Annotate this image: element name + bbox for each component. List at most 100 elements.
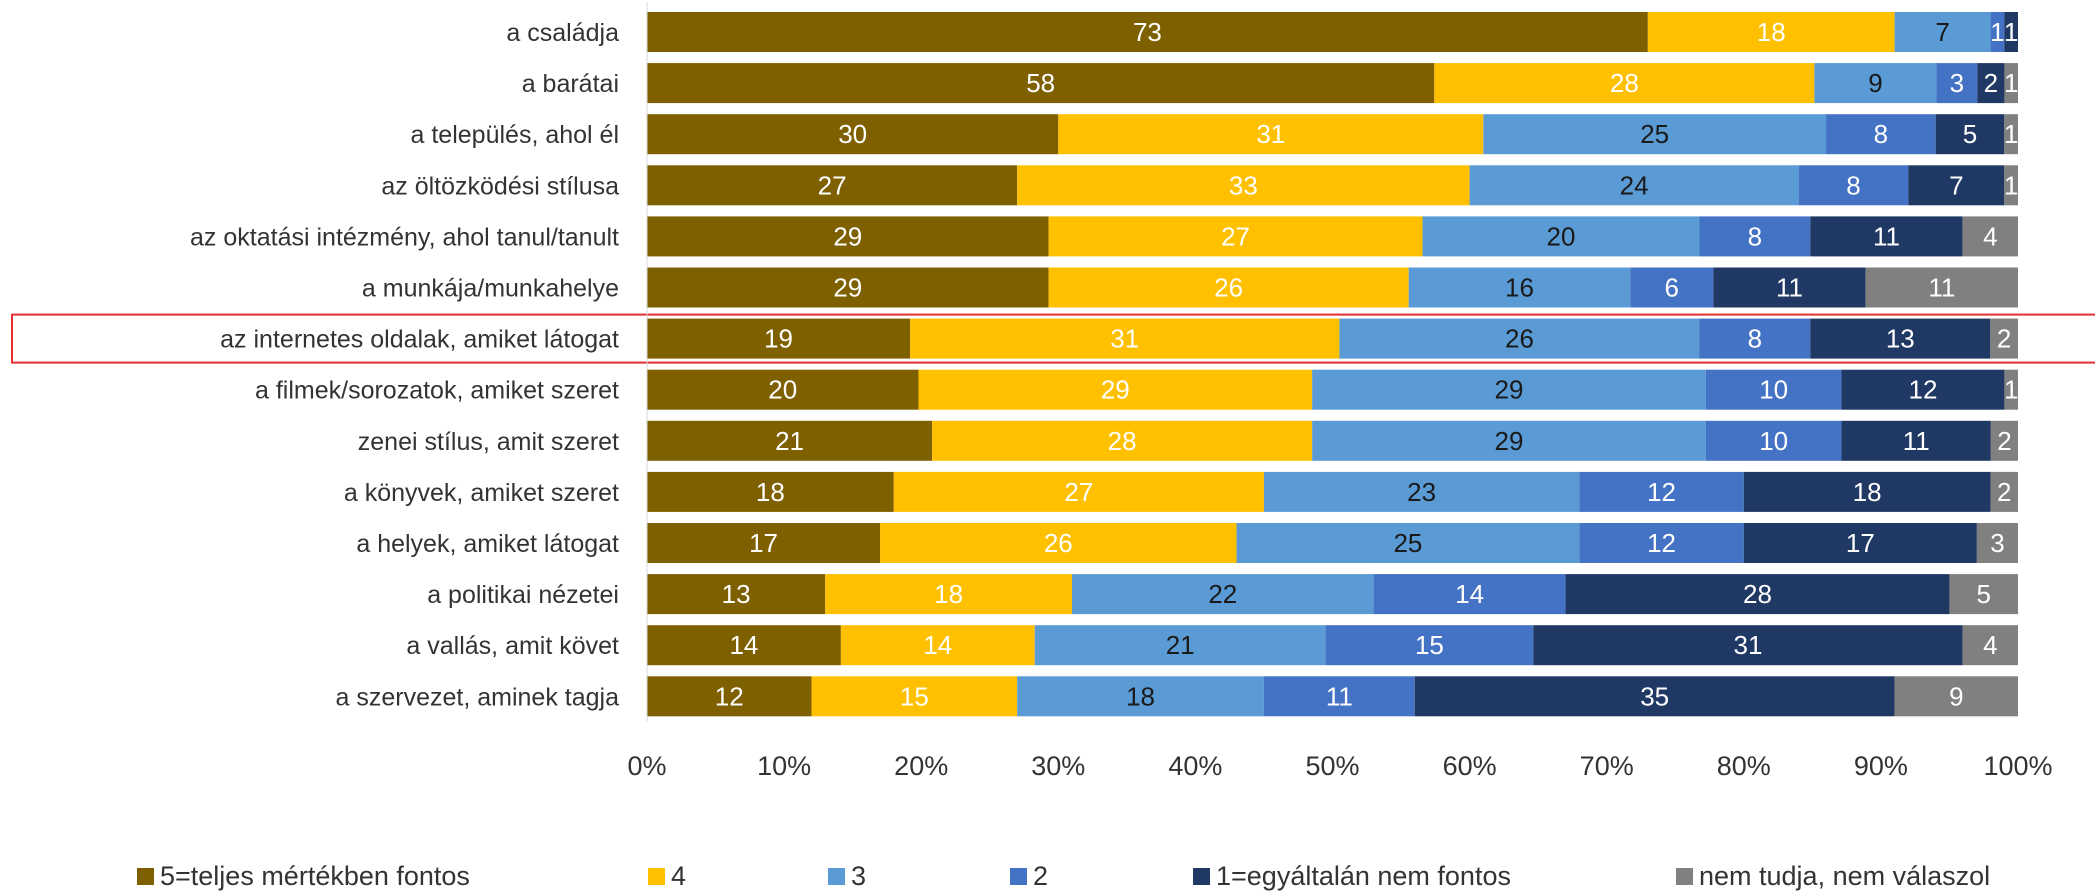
data-label-a-filmek-sorozatok-amiket-szeret-s1: 29 [1101,375,1130,405]
legend-swatch [137,867,154,885]
category-label-a-vallas-amit-kovet: a vallás, amit követ [406,632,619,660]
bar-segment-a-konyvek-amiket-szeret-s3 [1579,471,1744,512]
data-label-a-vallas-amit-kovet-s5: 4 [1983,630,1997,660]
data-label-az-oltozkodesi-stilusa-s3: 8 [1846,170,1860,200]
bar-segment-a-vallas-amit-kovet-s0 [647,625,841,666]
data-label-a-politikai-nezetei-s4: 28 [1743,579,1772,609]
legend-swatch [648,867,665,885]
bar-segment-a-vallas-amit-kovet-s2 [1034,625,1326,666]
bar-segment-a-konyvek-amiket-szeret-s4 [1743,471,1991,512]
bar-segment-a-baratai-s5 [2004,63,2018,104]
bar-segment-a-helyek-amiket-latogat-s1 [880,523,1237,563]
data-label-az-oktatasi-intezmeny-ahol-tanul-tanult-s0: 29 [833,221,862,251]
bar-segment-zenei-stilus-amit-szeret-s5 [1990,420,2018,461]
data-label-a-helyek-amiket-latogat-s3: 12 [1647,528,1676,558]
data-label-a-munkaja-munkahelye-s0: 29 [833,273,862,303]
bar-segment-a-helyek-amiket-latogat-s5 [1976,523,2018,563]
data-label-a-telepules-ahol-el-s4: 5 [1963,119,1977,149]
bar-segment-a-filmek-sorozatok-amiket-szeret-s5 [2004,369,2018,410]
category-label-a-filmek-sorozatok-amiket-szeret: a filmek/sorozatok, amiket szeret [255,377,619,405]
bar-segment-a-csaladja-s1 [1647,12,1895,52]
data-label-a-csaladja-s2: 7 [1935,17,1949,47]
bar-segment-a-baratai-s4 [1977,63,2005,104]
category-label-a-helyek-amiket-latogat: a helyek, amiket látogat [356,530,619,558]
data-label-az-oltozkodesi-stilusa-s5: 1 [2004,170,2018,200]
bar-segment-a-helyek-amiket-latogat-s2 [1236,523,1580,563]
data-label-az-oktatasi-intezmeny-ahol-tanul-tanult-s1: 27 [1221,221,1250,251]
data-label-a-munkaja-munkahelye-s2: 16 [1505,273,1534,303]
stacked-bar-chart: 73 18 7 1 158 28 9 3 2 130 31 25 8 5 127 33 24 8 7 129 27 20 8… [11,2,2095,781]
bar-segment-az-oltozkodesi-stilusa-s2 [1469,165,1799,206]
legend-label: nem tudja, nem válaszol [1699,860,1991,891]
bar-segment-az-oktatasi-intezmeny-ahol-tanul-tanult-s0 [647,216,1049,257]
category-label-a-politikai-nezetei: a politikai nézetei [427,581,619,609]
bar-segment-a-konyvek-amiket-szeret-s0 [647,471,894,512]
data-label-a-filmek-sorozatok-amiket-szeret-s4: 12 [1909,375,1938,405]
category-label-az-oltozkodesi-stilusa: az öltözködési stílusa [381,172,619,200]
data-label-a-csaladja-s3: 1 [1990,17,2004,47]
bar-segment-a-telepules-ahol-el-s2 [1483,114,1827,155]
data-label-a-vallas-amit-kovet-s1: 14 [923,630,952,660]
bar-segment-a-telepules-ahol-el-s0 [647,114,1059,155]
bar-segment-a-szervezet-aminek-tagja-s1 [811,676,1018,717]
data-label-zenei-stilus-amit-szeret-s3: 10 [1759,426,1788,456]
data-label-a-helyek-amiket-latogat-s5: 3 [1990,528,2004,558]
x-tick-label: 50% [1305,751,1359,781]
data-label-a-munkaja-munkahelye-s4: 11 [1776,273,1803,303]
bar-segment-a-baratai-s2 [1814,63,1937,104]
data-label-a-munkaja-munkahelye-s3: 6 [1665,273,1679,303]
bar-segment-az-oktatasi-intezmeny-ahol-tanul-tanult-s1 [1048,216,1423,257]
data-label-a-konyvek-amiket-szeret-s1: 27 [1064,477,1093,507]
data-label-a-szervezet-aminek-tagja-s1: 15 [900,681,929,711]
x-tick-label: 90% [1854,751,1908,781]
data-label-az-internetes-oldalak-amiket-latogat-s5: 2 [1997,324,2011,354]
bar-segment-a-filmek-sorozatok-amiket-szeret-s4 [1841,369,2005,410]
data-label-zenei-stilus-amit-szeret-s1: 28 [1108,426,1137,456]
data-label-a-munkaja-munkahelye-s1: 26 [1214,273,1243,303]
bar-segment-a-vallas-amit-kovet-s4 [1533,625,1963,666]
data-label-a-filmek-sorozatok-amiket-szeret-s3: 10 [1759,375,1788,405]
data-label-a-telepules-ahol-el-s1: 31 [1256,119,1285,149]
category-label-a-csaladja: a családja [506,19,619,47]
bar-segment-a-csaladja-s4 [2004,12,2018,52]
bar-segment-a-munkaja-munkahelye-s2 [1408,267,1631,308]
bar-segment-a-vallas-amit-kovet-s1 [840,625,1035,666]
bar-segment-az-oltozkodesi-stilusa-s0 [647,165,1018,206]
bar-segment-az-internetes-oldalak-amiket-latogat-s1 [910,318,1340,359]
data-label-a-csaladja-s4: 1 [2004,17,2018,47]
legend-item-4: 4 [648,858,686,894]
data-label-a-baratai-s3: 3 [1950,68,1964,98]
data-label-zenei-stilus-amit-szeret-s4: 11 [1903,426,1930,456]
bar-segment-az-oktatasi-intezmeny-ahol-tanul-tanult-s3 [1699,216,1811,257]
x-tick-label: 20% [894,751,948,781]
bar-segment-a-politikai-nezetei-s3 [1373,574,1566,615]
legend-swatch [1676,867,1693,885]
data-label-a-szervezet-aminek-tagja-s5: 9 [1949,681,1963,711]
category-label-a-munkaja-munkahelye: a munkája/munkahelye [362,275,619,303]
data-label-a-konyvek-amiket-szeret-s2: 23 [1407,477,1436,507]
x-tick-label: 0% [627,751,666,781]
legend-label: 1=egyáltalán nem fontos [1216,860,1511,891]
data-label-a-helyek-amiket-latogat-s4: 17 [1846,528,1875,558]
data-label-a-baratai-s4: 2 [1984,68,1998,98]
data-label-zenei-stilus-amit-szeret-s0: 21 [775,426,804,456]
data-label-a-politikai-nezetei-s3: 14 [1455,579,1484,609]
data-label-a-baratai-s1: 28 [1610,68,1639,98]
x-tick-label: 60% [1443,751,1497,781]
bar-segment-zenei-stilus-amit-szeret-s0 [647,420,933,461]
bar-segment-a-munkaja-munkahelye-s1 [1048,267,1409,308]
data-label-a-munkaja-munkahelye-s5: 11 [1928,273,1955,303]
data-label-a-vallas-amit-kovet-s2: 21 [1166,630,1195,660]
data-label-a-vallas-amit-kovet-s0: 14 [729,630,758,660]
data-label-a-politikai-nezetei-s1: 18 [934,579,963,609]
category-label-a-szervezet-aminek-tagja: a szervezet, aminek tagja [336,683,620,711]
data-label-az-oktatasi-intezmeny-ahol-tanul-tanult-s3: 8 [1748,221,1762,251]
data-label-a-konyvek-amiket-szeret-s0: 18 [756,477,785,507]
bar-segment-a-baratai-s1 [1434,63,1815,104]
data-label-az-internetes-oldalak-amiket-latogat-s4: 13 [1886,324,1915,354]
data-label-a-politikai-nezetei-s5: 5 [1976,579,1990,609]
data-label-a-szervezet-aminek-tagja-s3: 11 [1326,681,1353,711]
category-label-a-baratai: a barátai [522,70,619,98]
bar-segment-a-vallas-amit-kovet-s3 [1325,625,1534,666]
bar-segment-a-szervezet-aminek-tagja-s3 [1263,676,1415,717]
